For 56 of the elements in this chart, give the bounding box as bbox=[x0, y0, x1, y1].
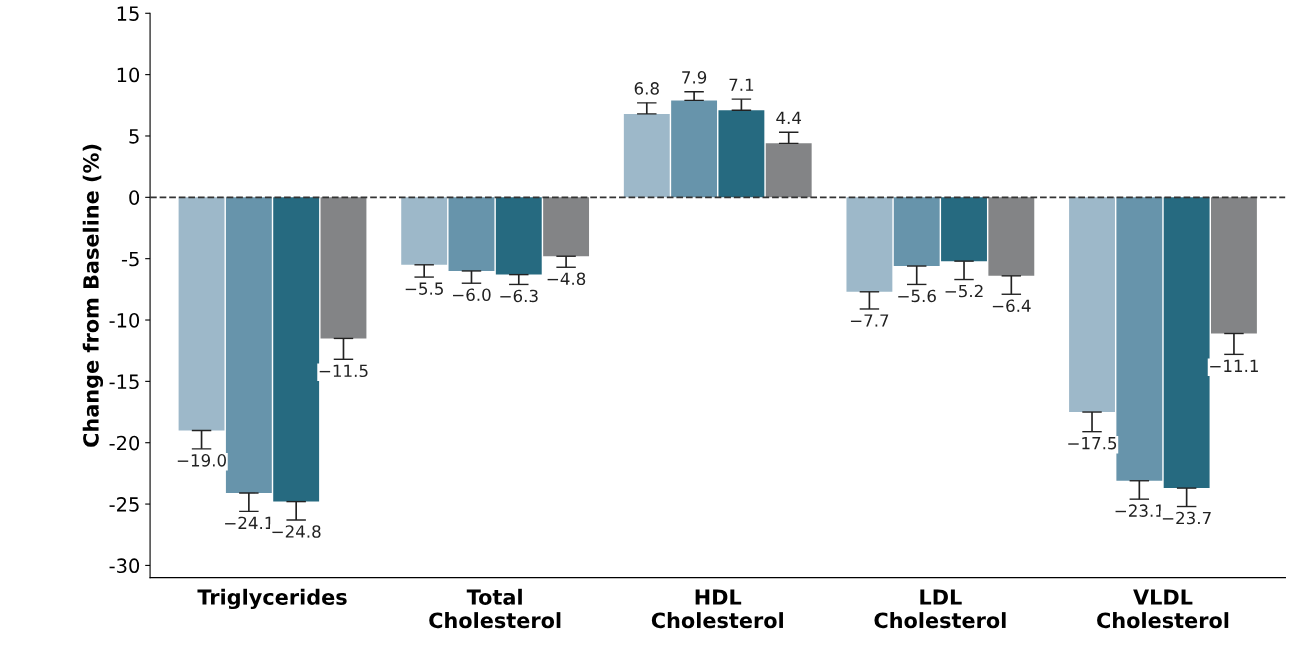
x-tick-label: HDL Cholesterol bbox=[651, 589, 783, 629]
data-label: −23.7 bbox=[1162, 511, 1211, 525]
y-tick-label: 5 bbox=[129, 129, 139, 144]
bar bbox=[765, 143, 812, 198]
data-label: −6.4 bbox=[992, 299, 1031, 313]
data-label: −5.6 bbox=[898, 289, 936, 303]
data-label: −11.1 bbox=[1210, 359, 1258, 372]
bar bbox=[273, 197, 320, 502]
data-label: −24.1 bbox=[225, 516, 273, 529]
bar bbox=[1069, 197, 1115, 413]
y-tick-label: 0 bbox=[129, 190, 140, 205]
x-tick-label: Total Cholesterol bbox=[429, 588, 561, 629]
bar bbox=[401, 197, 448, 265]
bar bbox=[1211, 197, 1257, 334]
data-label: −19.0 bbox=[177, 454, 226, 467]
bar bbox=[1163, 197, 1210, 489]
data-label: 7.9 bbox=[682, 71, 707, 84]
x-tick-label: VLDL Cholesterol bbox=[1097, 589, 1229, 629]
bar bbox=[893, 197, 940, 267]
bar bbox=[320, 197, 367, 339]
bar bbox=[448, 197, 495, 271]
bar bbox=[623, 113, 670, 198]
y-axis-title: Change from Baseline (%) bbox=[82, 144, 104, 447]
data-label: −5.2 bbox=[945, 284, 983, 298]
bar bbox=[495, 197, 542, 275]
bar bbox=[941, 197, 987, 262]
data-label: −6.0 bbox=[453, 288, 491, 302]
data-label: −4.8 bbox=[547, 272, 586, 286]
data-label: 6.8 bbox=[634, 82, 659, 95]
bar bbox=[846, 197, 893, 292]
bar bbox=[718, 110, 765, 198]
data-label: 7.1 bbox=[729, 78, 754, 91]
bar bbox=[671, 100, 718, 198]
data-label: −17.5 bbox=[1068, 437, 1117, 450]
y-tick-label: -10 bbox=[109, 312, 140, 328]
data-label: −24.8 bbox=[272, 525, 321, 538]
y-tick-label: -30 bbox=[109, 558, 140, 574]
data-label: −7.7 bbox=[850, 314, 889, 327]
bar bbox=[543, 197, 590, 257]
data-label: −11.5 bbox=[319, 364, 368, 378]
x-tick-label: Triglycerides bbox=[197, 588, 347, 610]
y-tick-label: -25 bbox=[109, 497, 139, 512]
y-tick-label: -15 bbox=[109, 374, 139, 390]
bar bbox=[178, 197, 225, 431]
data-label: −5.5 bbox=[405, 282, 443, 295]
bar bbox=[225, 197, 272, 494]
data-label: −23.1 bbox=[1115, 504, 1164, 517]
data-label: −6.3 bbox=[500, 289, 538, 303]
bar bbox=[988, 197, 1035, 276]
x-tick-label: LDL Cholesterol bbox=[874, 589, 1006, 629]
y-tick-label: 15 bbox=[117, 6, 139, 21]
y-tick-label: 10 bbox=[117, 67, 140, 83]
data-label: 4.4 bbox=[776, 111, 802, 124]
bar bbox=[1116, 197, 1163, 481]
y-tick-label: -5 bbox=[121, 251, 139, 267]
y-tick-label: -20 bbox=[109, 435, 140, 451]
